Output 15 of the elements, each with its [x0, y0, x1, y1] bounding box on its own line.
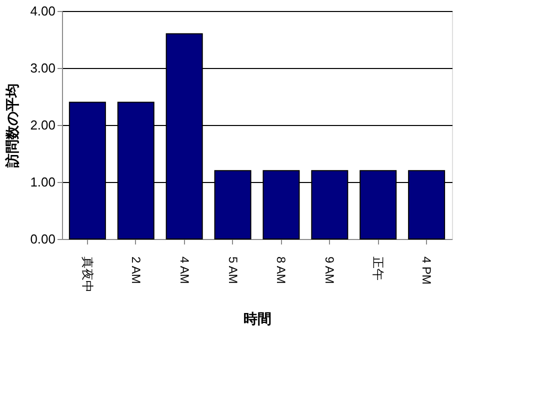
- x-tick-label: 真夜中: [80, 256, 94, 292]
- x-tick-label: 9 AM: [322, 256, 337, 284]
- y-tick-label: 3.00: [30, 60, 56, 76]
- x-tick-label: 正午: [371, 256, 386, 280]
- x-tick-label: 2 AM: [128, 256, 143, 284]
- x-axis-title: 時間: [244, 310, 272, 326]
- x-tick-label: 5 AM: [226, 256, 240, 284]
- x-tick-label: 4 AM: [177, 256, 192, 284]
- x-tick-label: 4 PM: [420, 256, 434, 285]
- y-tick-label: 2.00: [30, 118, 56, 132]
- y-tick-label: 0.00: [30, 232, 56, 246]
- x-tick-label: 8 AM: [274, 256, 288, 284]
- y-tick-label: 1.00: [30, 174, 56, 190]
- y-axis-title: 訪問数の平均: [4, 84, 20, 168]
- y-tick-label: 4.00: [30, 4, 56, 18]
